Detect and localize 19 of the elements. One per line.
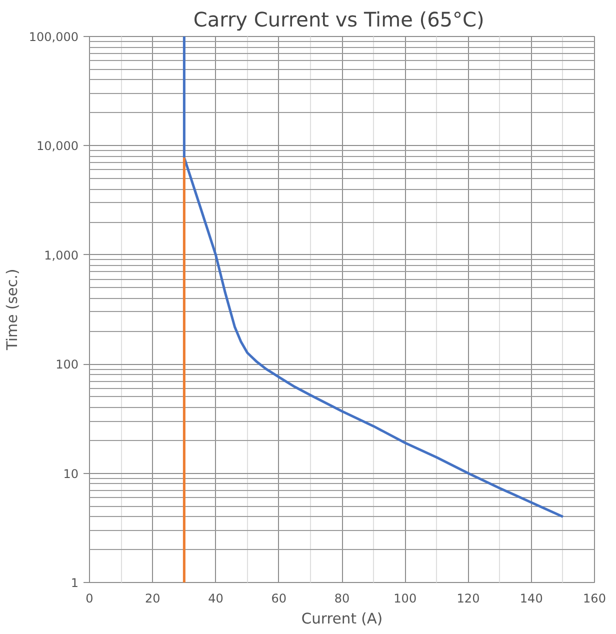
- line-series: [182, 36, 564, 518]
- y-axis-title: Time (sec.): [4, 268, 21, 352]
- x-tick-label: 80: [334, 592, 350, 606]
- x-tick-label: 100: [394, 592, 417, 606]
- x-tick-label: 60: [271, 592, 287, 606]
- x-tick-label: 20: [144, 592, 160, 606]
- y-tick-label: 1,000: [44, 248, 79, 262]
- x-tick-label: 120: [456, 592, 480, 606]
- x-tick-label: 160: [583, 592, 606, 606]
- x-tick-label: 140: [520, 592, 543, 606]
- x-axis-title: Current (A): [301, 610, 383, 628]
- x-tick-label: 40: [208, 592, 224, 606]
- x-tick-label: 0: [86, 592, 94, 606]
- y-tick-label: 10: [63, 466, 79, 481]
- y-tick-label: 1: [70, 576, 79, 590]
- y-tick-label: 100,000: [28, 30, 78, 44]
- y-tick-label: 10,000: [36, 139, 79, 154]
- y-tick-label: 100: [56, 358, 78, 372]
- chart-title: Carry Current vs Time (65°C): [193, 8, 484, 32]
